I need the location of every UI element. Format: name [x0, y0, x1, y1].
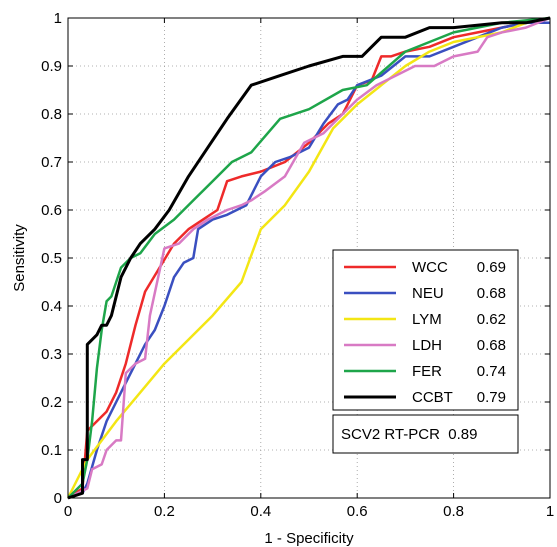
annotation-box: SCV2 RT-PCR 0.89: [332, 414, 519, 454]
series-line-ccbt: [67, 16, 551, 500]
series-line-wcc: [67, 16, 551, 500]
annotation-text: SCV2 RT-PCR 0.89: [341, 426, 477, 443]
legend-box: [332, 249, 519, 411]
legend-auc-wcc: 0.69: [477, 259, 506, 276]
y-tick-label: 0: [54, 490, 62, 507]
legend-auc-ldh: 0.68: [477, 337, 506, 354]
legend-label-neu: NEU: [412, 285, 444, 302]
y-tick-label: 0.6: [41, 202, 62, 219]
y-axis-label: Sensitivity: [11, 224, 28, 292]
x-tick-label: 1: [546, 503, 554, 520]
y-tick-label: 0.8: [41, 106, 62, 123]
plot-frame: [67, 17, 551, 499]
y-tick-label: 0.2: [41, 394, 62, 411]
tick-labels: 0 0.2 0.4 0.6 0.8 1 0 0.1 0.2 0.3 0.4 0.5 0.6 0.7 0.8 0…: [41, 10, 554, 520]
legend-label-wcc: WCC: [412, 259, 448, 276]
y-tick-label: 0.7: [41, 154, 62, 171]
x-tick-label: 0.2: [154, 503, 175, 520]
legend-auc-ccbt: 0.79: [477, 389, 506, 406]
legend-label-ldh: LDH: [412, 337, 442, 354]
y-tick-label: 1: [54, 10, 62, 27]
legend-label-lym: LYM: [412, 311, 442, 328]
legend-label-fer: FER: [412, 363, 442, 380]
y-tick-label: 0.1: [41, 442, 62, 459]
legend: WCC 0.69 NEU 0.68 LYM 0.62 LDH 0.68 FER 0.74 CCBT 0…: [332, 249, 519, 411]
x-tick-label: 0: [64, 503, 72, 520]
x-tick-label: 0.6: [347, 503, 368, 520]
annotation-frame: [332, 414, 519, 454]
y-tick-label: 0.4: [41, 298, 62, 315]
series-lines: [66, 16, 551, 500]
x-tick-label: 0.8: [443, 503, 464, 520]
legend-auc-fer: 0.74: [477, 363, 506, 380]
legend-auc-lym: 0.62: [477, 311, 506, 328]
series-line-lym: [66, 16, 551, 499]
x-axis-label: 1 - Specificity: [264, 530, 354, 547]
series-line-ldh: [67, 16, 551, 500]
series-line-neu: [67, 21, 550, 500]
y-tick-label: 0.9: [41, 58, 62, 75]
y-tick-label: 0.5: [41, 250, 62, 267]
legend-label-ccbt: CCBT: [412, 389, 453, 406]
legend-auc-neu: 0.68: [477, 285, 506, 302]
y-tick-label: 0.3: [41, 346, 62, 363]
series-line-fer: [67, 16, 551, 499]
x-tick-label: 0.4: [250, 503, 271, 520]
